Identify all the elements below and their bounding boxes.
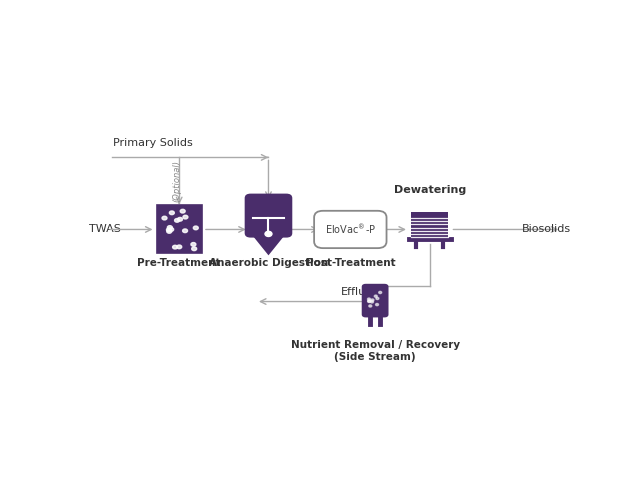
Circle shape	[180, 209, 185, 213]
Circle shape	[182, 229, 188, 233]
Text: Primary Solids: Primary Solids	[113, 138, 193, 148]
Text: Nutrient Removal / Recovery
(Side Stream): Nutrient Removal / Recovery (Side Stream…	[291, 340, 460, 362]
Text: (Optional): (Optional)	[172, 160, 181, 202]
Circle shape	[167, 226, 172, 229]
Circle shape	[374, 295, 377, 297]
Circle shape	[170, 211, 174, 215]
Circle shape	[376, 303, 378, 306]
Circle shape	[367, 300, 371, 302]
Circle shape	[191, 242, 196, 246]
Text: Biosolids: Biosolids	[522, 225, 571, 234]
Text: Anaerobic Digestion: Anaerobic Digestion	[209, 258, 328, 268]
Circle shape	[376, 297, 379, 300]
FancyBboxPatch shape	[314, 211, 387, 248]
FancyBboxPatch shape	[244, 193, 292, 238]
Circle shape	[166, 228, 172, 232]
Circle shape	[192, 247, 196, 251]
FancyBboxPatch shape	[157, 205, 202, 253]
Circle shape	[177, 245, 182, 249]
Polygon shape	[251, 233, 286, 255]
Text: Post-Treatment: Post-Treatment	[305, 258, 395, 268]
Circle shape	[265, 231, 272, 237]
Text: Pre-Treatment: Pre-Treatment	[138, 258, 221, 268]
Text: EloVac$^{\circledR}$-P: EloVac$^{\circledR}$-P	[324, 223, 376, 237]
Circle shape	[162, 216, 167, 220]
Circle shape	[193, 226, 198, 230]
Circle shape	[175, 218, 180, 222]
Text: Effluent: Effluent	[341, 288, 385, 297]
FancyBboxPatch shape	[411, 213, 448, 217]
Circle shape	[367, 298, 371, 300]
Circle shape	[173, 245, 177, 249]
Circle shape	[183, 215, 188, 219]
Circle shape	[371, 301, 374, 303]
Circle shape	[167, 229, 172, 233]
FancyBboxPatch shape	[362, 284, 388, 317]
Text: Dewatering: Dewatering	[394, 184, 466, 194]
Circle shape	[379, 291, 381, 294]
Circle shape	[169, 228, 173, 231]
Circle shape	[369, 305, 372, 307]
Circle shape	[371, 299, 374, 301]
Circle shape	[177, 217, 182, 221]
Circle shape	[368, 300, 371, 302]
Text: TWAS: TWAS	[89, 225, 121, 234]
FancyBboxPatch shape	[411, 216, 448, 239]
